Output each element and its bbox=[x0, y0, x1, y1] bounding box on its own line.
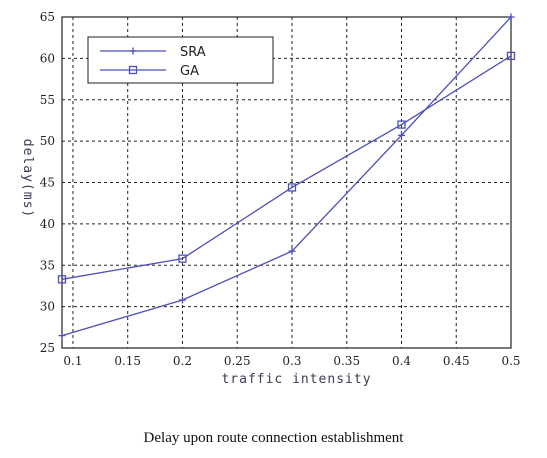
x-tick-label: 0.25 bbox=[224, 354, 251, 368]
y-tick-label: 30 bbox=[40, 300, 55, 314]
x-axis-title: traffic intensity bbox=[221, 372, 371, 387]
data-point-square bbox=[287, 183, 297, 192]
y-tick-label: 65 bbox=[40, 10, 55, 24]
x-tick-label: 0.15 bbox=[114, 354, 141, 368]
series-line-ga bbox=[61, 55, 512, 280]
y-tick-label: 60 bbox=[40, 51, 55, 65]
x-tick-label: 0.4 bbox=[392, 354, 411, 368]
data-point-square bbox=[506, 51, 516, 61]
y-tick-label: 50 bbox=[40, 134, 55, 148]
x-tick-label: 0.3 bbox=[282, 354, 301, 368]
series-ga bbox=[57, 51, 516, 284]
y-tick-label: 45 bbox=[40, 176, 55, 190]
plot-frame bbox=[61, 16, 512, 349]
y-tick-label: 55 bbox=[40, 93, 55, 107]
legend-item-ga: GA bbox=[100, 64, 199, 79]
data-point-plus bbox=[58, 332, 66, 340]
legend: SRA GA bbox=[87, 36, 274, 84]
data-point-plus bbox=[288, 247, 296, 255]
x-tick-label: 0.45 bbox=[443, 354, 470, 368]
data-point-plus bbox=[397, 131, 405, 139]
series-sra bbox=[58, 13, 515, 340]
legend-box bbox=[87, 36, 274, 84]
legend-label: SRA bbox=[180, 45, 206, 60]
y-axis: 25 30 35 40 45 50 55 60 65 bbox=[40, 10, 55, 355]
data-point-plus bbox=[129, 47, 137, 55]
legend-label: GA bbox=[180, 64, 199, 79]
data-point-plus bbox=[178, 296, 186, 304]
data-point-square bbox=[178, 254, 187, 263]
data-point-square bbox=[57, 275, 67, 284]
y-tick-label: 25 bbox=[40, 341, 55, 355]
data-point-square bbox=[397, 120, 406, 129]
line-chart: 0.1 0.15 0.2 0.25 0.3 0.35 0.4 0.45 0.5 25 30 35 40… bbox=[20, 10, 521, 387]
x-tick-label: 0.35 bbox=[333, 354, 360, 368]
figure-caption: Delay upon route connection establishmen… bbox=[143, 430, 404, 446]
x-tick-label: 0.5 bbox=[501, 354, 520, 368]
y-axis-title: delay(ms) bbox=[20, 139, 35, 218]
data-point-square bbox=[128, 65, 138, 75]
x-axis: 0.1 0.15 0.2 0.25 0.3 0.35 0.4 0.45 0.5 bbox=[63, 354, 520, 368]
y-tick-label: 35 bbox=[40, 258, 55, 272]
x-tick-label: 0.2 bbox=[173, 354, 192, 368]
series-group bbox=[57, 13, 516, 340]
legend-item-sra: SRA bbox=[100, 45, 206, 60]
data-point-plus bbox=[507, 13, 515, 21]
x-tick-label: 0.1 bbox=[63, 354, 82, 368]
y-tick-label: 40 bbox=[40, 217, 55, 231]
